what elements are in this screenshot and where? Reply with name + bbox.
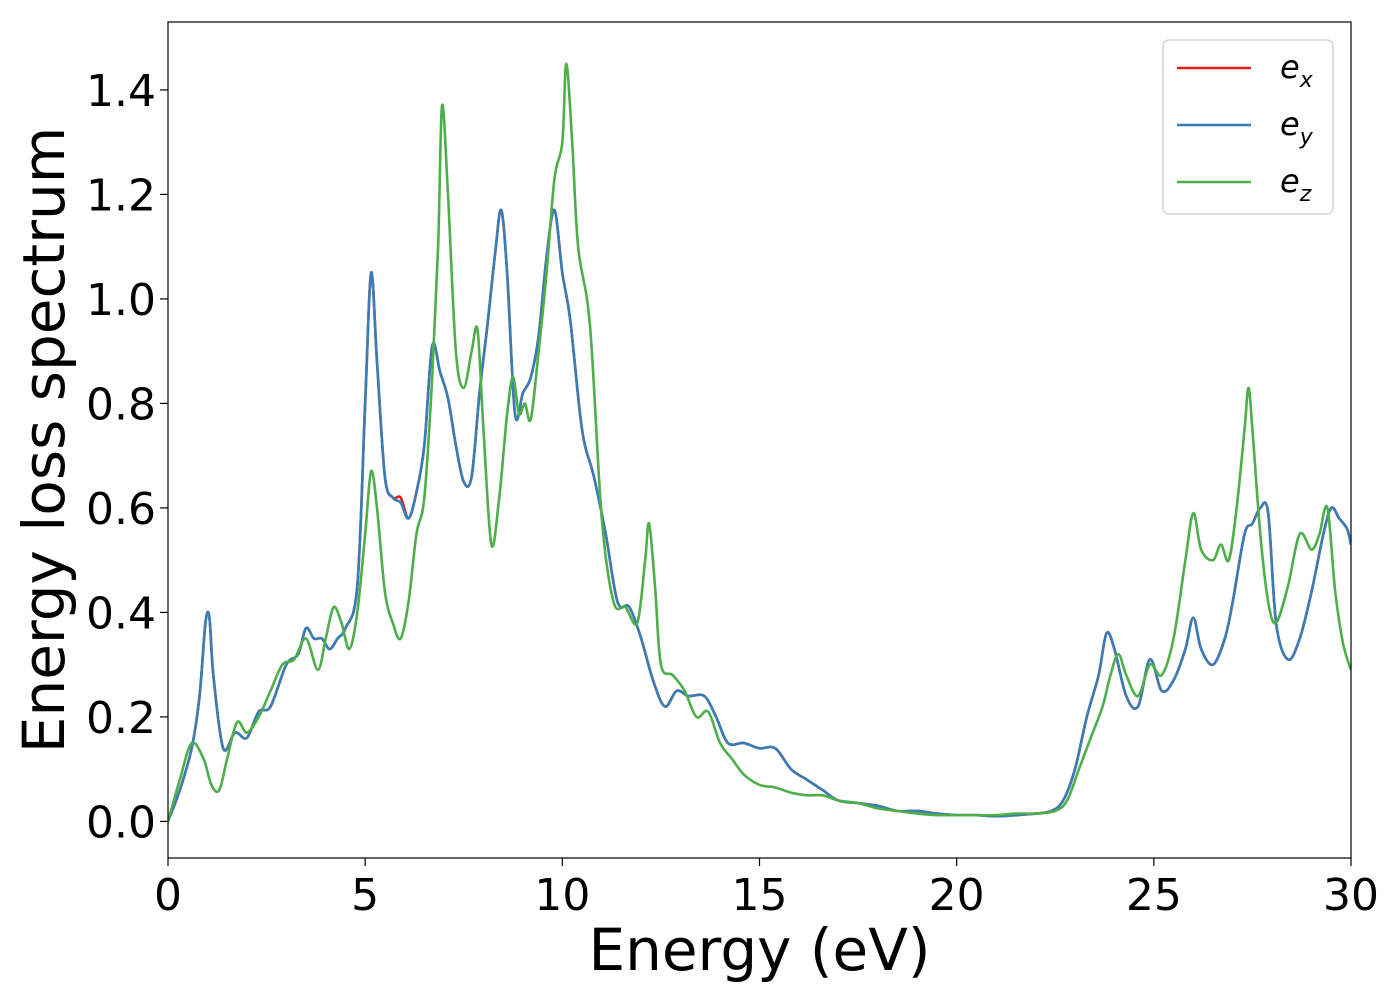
legend-label-base: e	[1280, 105, 1300, 143]
y-tick-label: 0.4	[86, 588, 156, 639]
series-line-y	[168, 208, 1351, 822]
y-axis-title: Energy loss spectrum	[10, 127, 78, 753]
x-tick-label: 0	[154, 870, 182, 921]
y-tick-label: 1.2	[86, 170, 156, 221]
x-axis-title: Energy (eV)	[588, 916, 930, 984]
x-tick-label: 25	[1126, 870, 1182, 921]
x-tick-label: 5	[351, 870, 379, 921]
x-tick-label: 10	[534, 870, 590, 921]
x-tick-label: 20	[929, 870, 985, 921]
y-axis-ticks: 0.0 0.2 0.4 0.6 0.8 1.0 1.2 1.4	[86, 66, 168, 848]
x-tick-label: 15	[732, 870, 788, 921]
y-tick-label: 0.6	[86, 484, 156, 535]
y-tick-label: 0.2	[86, 693, 156, 744]
plot-area	[168, 22, 1351, 858]
y-tick-label: 0.0	[86, 797, 156, 848]
x-tick-label: 30	[1323, 870, 1379, 921]
legend-label-subscript: y	[1299, 125, 1314, 150]
legend-label-base: e	[1280, 162, 1300, 200]
series-lines	[168, 62, 1351, 822]
legend-box	[1162, 39, 1334, 215]
y-tick-label: 1.0	[86, 275, 156, 326]
x-axis-ticks: 0 5 10 15 20 25 30	[154, 858, 1379, 921]
legend-label-z: ez	[1280, 162, 1312, 207]
legend-label-x: ex	[1280, 48, 1314, 93]
legend-label-subscript: x	[1299, 68, 1314, 93]
y-tick-label: 0.8	[86, 379, 156, 430]
legend-label-subscript: z	[1299, 182, 1312, 207]
series-line-z	[168, 62, 1351, 822]
legend-label-y: ey	[1280, 105, 1314, 150]
legend-label-base: e	[1280, 48, 1300, 86]
y-tick-label: 1.4	[86, 66, 156, 117]
